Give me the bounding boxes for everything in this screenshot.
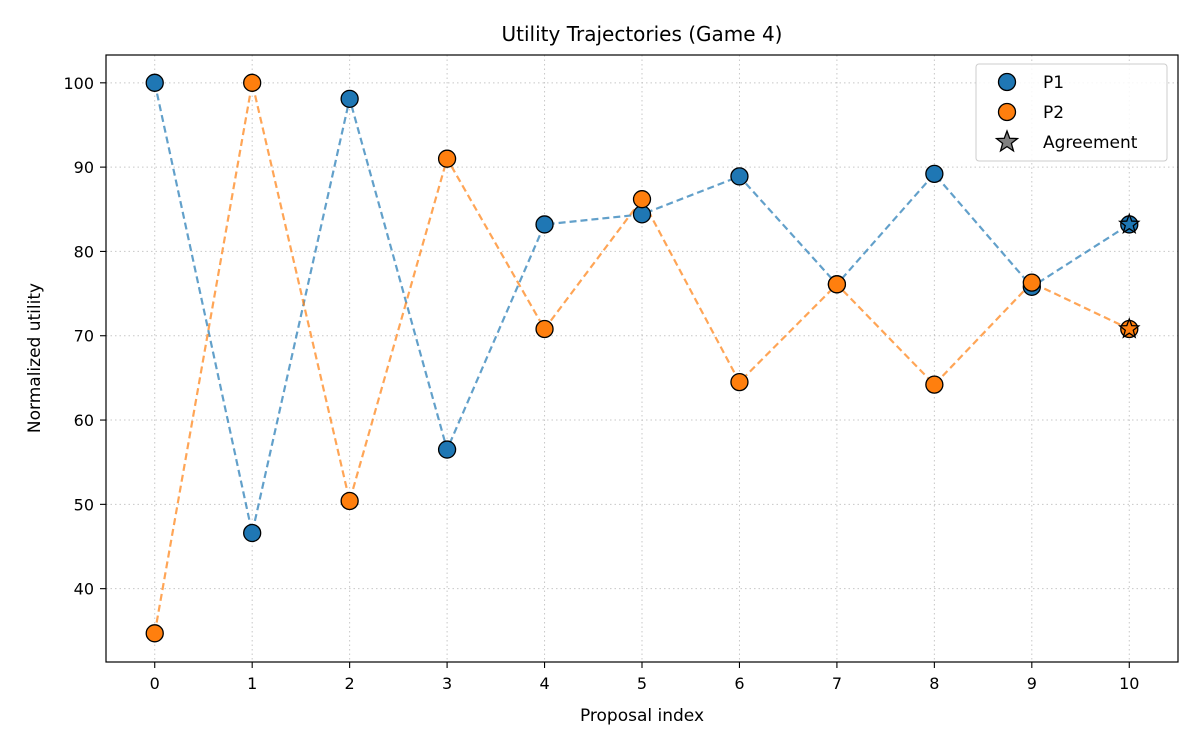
legend-marker-p2 — [997, 102, 1017, 122]
point-p2-9 — [1022, 273, 1041, 292]
point-p2-8 — [925, 375, 944, 394]
y-axis-ticks: 40 50 60 70 80 90 100 — [63, 74, 106, 599]
x-tick-label: 9 — [1027, 674, 1037, 693]
point-p1-8 — [925, 164, 944, 184]
agreement-star-p1 — [1117, 212, 1141, 235]
legend-marker-p1 — [997, 72, 1017, 92]
x-tick-label: 7 — [832, 674, 842, 693]
x-tick-label: 2 — [345, 674, 355, 693]
point-p1-0 — [145, 73, 164, 92]
x-tick-label: 10 — [1119, 674, 1139, 693]
point-p2-7 — [827, 275, 847, 294]
point-p2-1 — [243, 73, 262, 92]
x-tick-label: 8 — [929, 674, 939, 693]
y-tick-label: 90 — [74, 158, 94, 177]
point-p2-2 — [340, 491, 359, 511]
series-line-p2 — [153, 82, 1130, 634]
point-p2-3 — [437, 149, 457, 168]
y-tick-label: 80 — [74, 242, 94, 261]
chart-title: Utility Trajectories (Game 4) — [502, 22, 783, 46]
series-markers — [145, 73, 1139, 643]
point-p2-6 — [730, 372, 749, 392]
legend-box — [975, 63, 1168, 162]
x-axis-ticks: 0 1 2 3 4 5 6 7 8 9 10 — [150, 662, 1139, 693]
x-tick-label: 5 — [637, 674, 647, 693]
legend: P1 P2 Agreement — [975, 63, 1168, 162]
x-tick-label: 3 — [442, 674, 452, 693]
point-p1-6 — [730, 167, 749, 186]
x-tick-label: 6 — [734, 674, 744, 693]
point-p2-4 — [535, 319, 554, 339]
legend-label-p2: P2 — [1043, 103, 1064, 123]
point-p1-2 — [340, 89, 359, 108]
agreement-star-p2 — [1117, 317, 1141, 339]
x-axis-label: Proposal index — [580, 706, 704, 726]
y-tick-label: 50 — [74, 495, 94, 514]
y-tick-label: 70 — [74, 327, 94, 346]
y-tick-label: 100 — [63, 74, 94, 93]
x-tick-label: 1 — [247, 674, 257, 693]
point-p1-4 — [535, 215, 554, 234]
agreement-markers — [1117, 212, 1141, 339]
point-p2-0 — [145, 624, 164, 643]
point-p1-3 — [437, 440, 457, 459]
grid-layer — [106, 55, 1178, 662]
x-tick-label: 0 — [150, 674, 160, 693]
point-p2-5 — [632, 190, 652, 209]
y-axis-label: Normalized utility — [25, 283, 45, 433]
point-p1-5 — [632, 205, 652, 224]
legend-label-agreement: Agreement — [1043, 133, 1138, 153]
legend-label-p1: P1 — [1043, 73, 1064, 93]
point-p1-1 — [243, 523, 262, 543]
x-tick-label: 4 — [539, 674, 549, 693]
y-tick-label: 60 — [74, 411, 94, 430]
y-tick-label: 40 — [74, 580, 94, 599]
legend-marker-agreement-star — [994, 129, 1020, 153]
